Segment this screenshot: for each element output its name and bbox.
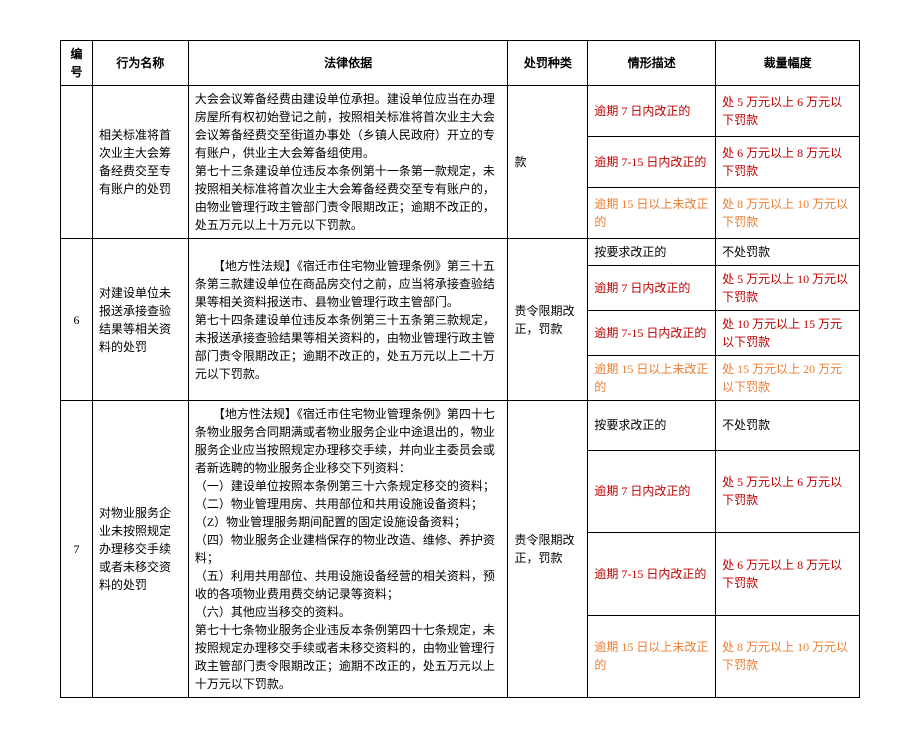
header-row: 编号 行为名称 法律依据 处罚种类 情形描述 裁量幅度 — [61, 41, 860, 86]
cell-num: 6 — [61, 239, 93, 401]
cell-situation: 逾期 7-15 日内改正的 — [588, 311, 716, 356]
penalty-table: 编号 行为名称 法律依据 处罚种类 情形描述 裁量幅度 相关标准将首次业主大会筹… — [60, 40, 860, 698]
cell-behavior: 对建设单位未报送承接查验结果等相关资料的处罚 — [92, 239, 188, 401]
cell-num: 7 — [61, 401, 93, 698]
table-row: 6对建设单位未报送承接查验结果等相关资料的处罚 【地方性法规】《宿迁市住宅物业管… — [61, 239, 860, 266]
cell-range: 处 10 万元以上 15 万元以下罚款 — [716, 311, 860, 356]
cell-penalty-type: 责令限期改正，罚款 — [508, 401, 588, 698]
cell-situation: 按要求改正的 — [588, 239, 716, 266]
cell-situation: 逾期 7 日内改正的 — [588, 450, 716, 533]
cell-legal: 【地方性法规】《宿迁市住宅物业管理条例》第三十五条第三款建设单位在商品房交付之前… — [188, 239, 508, 401]
cell-situation: 逾期 15 日以上未改正的 — [588, 356, 716, 401]
cell-situation: 逾期 15 日以上未改正的 — [588, 188, 716, 239]
header-range: 裁量幅度 — [716, 41, 860, 86]
cell-penalty-type: 款 — [508, 86, 588, 239]
table-body: 相关标准将首次业主大会筹备经费交至专有账户的处罚大会会议筹备经费由建设单位承担。… — [61, 86, 860, 698]
cell-situation: 逾期 15 日以上未改正的 — [588, 615, 716, 698]
cell-range: 不处罚款 — [716, 239, 860, 266]
cell-range: 处 5 万元以上 6 万元以下罚款 — [716, 450, 860, 533]
cell-situation: 逾期 7-15 日内改正的 — [588, 137, 716, 188]
table-row: 相关标准将首次业主大会筹备经费交至专有账户的处罚大会会议筹备经费由建设单位承担。… — [61, 86, 860, 137]
cell-situation: 按要求改正的 — [588, 401, 716, 451]
header-penalty: 处罚种类 — [508, 41, 588, 86]
cell-situation: 逾期 7 日内改正的 — [588, 266, 716, 311]
cell-range: 处 5 万元以上 6 万元以下罚款 — [716, 86, 860, 137]
cell-range: 处 6 万元以上 8 万元以下罚款 — [716, 533, 860, 616]
cell-range: 不处罚款 — [716, 401, 860, 451]
cell-num — [61, 86, 93, 239]
header-situation: 情形描述 — [588, 41, 716, 86]
cell-penalty-type: 责令限期改正，罚款 — [508, 239, 588, 401]
cell-legal: 大会会议筹备经费由建设单位承担。建设单位应当在办理房屋所有权初始登记之前，按照相… — [188, 86, 508, 239]
cell-range: 处 8 万元以上 10 万元以下罚款 — [716, 615, 860, 698]
header-behavior: 行为名称 — [92, 41, 188, 86]
header-num: 编号 — [61, 41, 93, 86]
cell-situation: 逾期 7 日内改正的 — [588, 86, 716, 137]
cell-range: 处 6 万元以上 8 万元以下罚款 — [716, 137, 860, 188]
cell-range: 处 8 万元以上 10 万元以下罚款 — [716, 188, 860, 239]
header-legal: 法律依据 — [188, 41, 508, 86]
cell-behavior: 对物业服务企业未按照规定办理移交手续或者未移交资料的处罚 — [92, 401, 188, 698]
table-row: 7对物业服务企业未按照规定办理移交手续或者未移交资料的处罚 【地方性法规】《宿迁… — [61, 401, 860, 451]
cell-situation: 逾期 7-15 日内改正的 — [588, 533, 716, 616]
cell-behavior: 相关标准将首次业主大会筹备经费交至专有账户的处罚 — [92, 86, 188, 239]
cell-range: 处 5 万元以上 10 万元以下罚款 — [716, 266, 860, 311]
cell-legal: 【地方性法规】《宿迁市住宅物业管理条例》第四十七条物业服务合同期满或者物业服务企… — [188, 401, 508, 698]
cell-range: 处 15 万元以上 20 万元以下罚款 — [716, 356, 860, 401]
